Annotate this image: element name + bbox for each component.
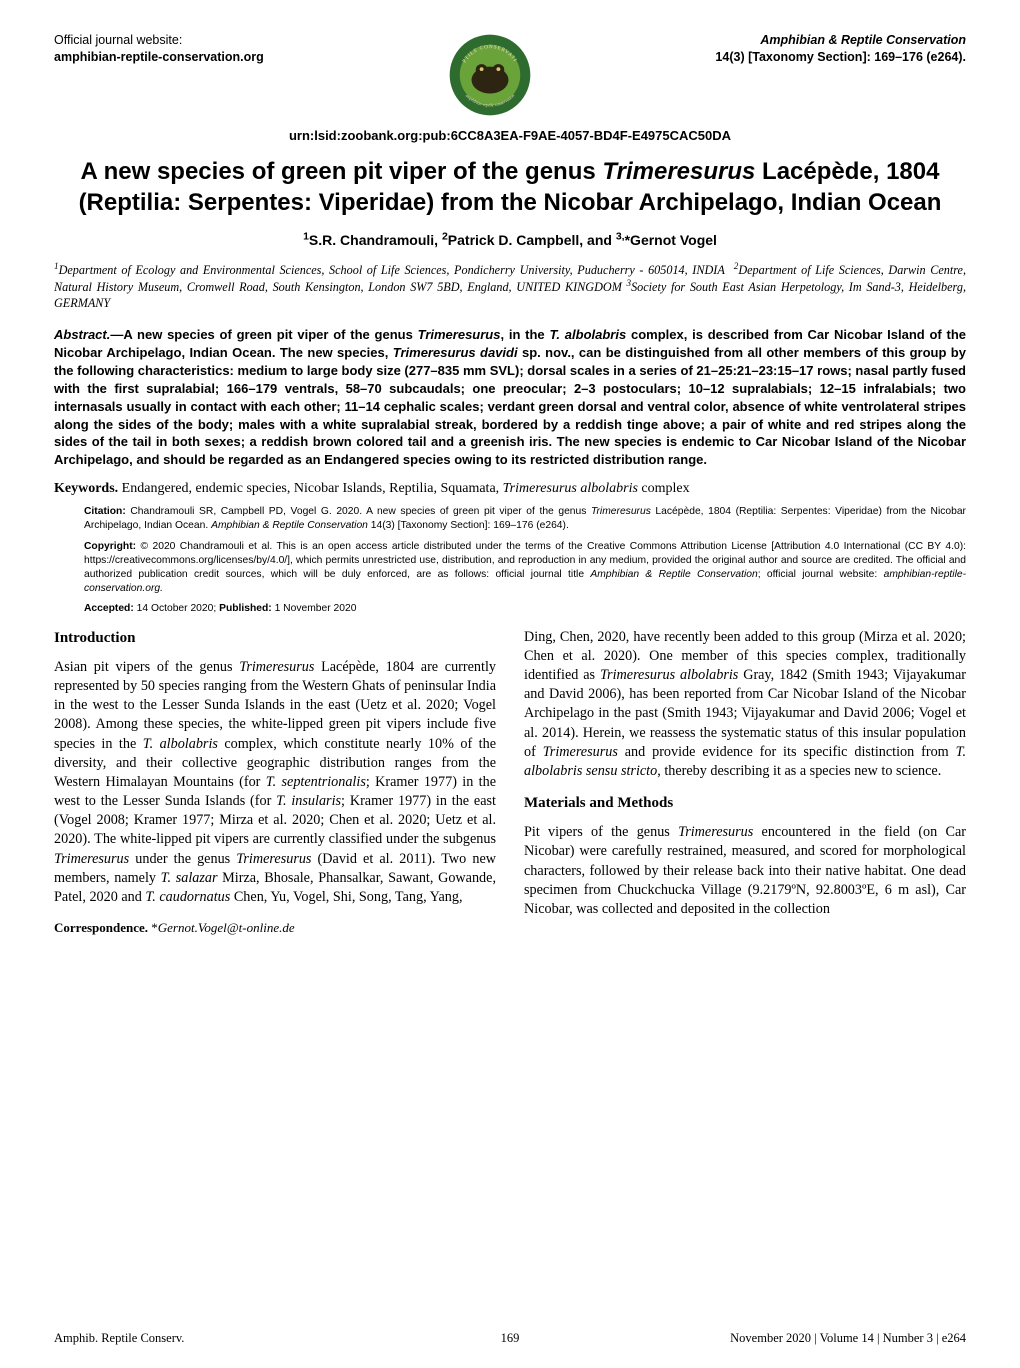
- copyright-box: Copyright: © 2020 Chandramouli et al. Th…: [84, 540, 966, 596]
- correspondence-line: Correspondence. *Gernot.Vogel@t-online.d…: [54, 919, 496, 937]
- abstract-label: Abstract.—: [54, 327, 123, 342]
- right-column: Ding, Chen, 2020, have recently been add…: [524, 628, 966, 937]
- dates-line: Accepted: 14 October 2020; Published: 1 …: [84, 603, 966, 614]
- abstract-body: A new species of green pit viper of the …: [54, 327, 966, 468]
- published-text: 1 November 2020: [272, 603, 357, 614]
- urn-line: urn:lsid:zoobank.org:pub:6CC8A3EA-F9AE-4…: [54, 128, 966, 143]
- header-left-line2: amphibian-reptile-conservation.org: [54, 49, 264, 66]
- page-footer: Amphib. Reptile Conserv. 169 November 20…: [54, 1331, 966, 1346]
- correspondence-label: Correspondence.: [54, 920, 148, 935]
- keywords-text: Endangered, endemic species, Nicobar Isl…: [118, 481, 689, 496]
- published-label: Published:: [219, 603, 272, 614]
- header-left: Official journal website: amphibian-rept…: [54, 32, 264, 66]
- copyright-text: © 2020 Chandramouli et al. This is an op…: [84, 541, 966, 594]
- keywords-label: Keywords.: [54, 481, 118, 496]
- header-left-line1: Official journal website:: [54, 32, 264, 49]
- article-title: A new species of green pit viper of the …: [54, 157, 966, 218]
- journal-logo: REPTILE CONSERVATION amphibian-reptile c…: [440, 32, 540, 118]
- left-column: Introduction Asian pit vipers of the gen…: [54, 628, 496, 937]
- frog-logo-icon: REPTILE CONSERVATION amphibian-reptile c…: [448, 33, 532, 117]
- accepted-label: Accepted:: [84, 603, 134, 614]
- authors-line: 1S.R. Chandramouli, 2Patrick D. Campbell…: [54, 232, 966, 248]
- footer-page-number: 169: [501, 1331, 520, 1346]
- page-header: Official journal website: amphibian-rept…: [54, 32, 966, 118]
- affiliations: 1Department of Ecology and Environmental…: [54, 262, 966, 311]
- copyright-label: Copyright:: [84, 541, 136, 552]
- correspondence-text: *Gernot.Vogel@t-online.de: [148, 920, 295, 935]
- keywords-line: Keywords. Endangered, endemic species, N…: [54, 481, 966, 497]
- citation-label: Citation:: [84, 506, 126, 517]
- methods-heading: Materials and Methods: [524, 793, 966, 813]
- footer-left: Amphib. Reptile Conserv.: [54, 1331, 184, 1346]
- footer-right: November 2020 | Volume 14 | Number 3 | e…: [730, 1331, 966, 1346]
- citation-box: Citation: Chandramouli SR, Campbell PD, …: [84, 505, 966, 533]
- header-right-line2: 14(3) [Taxonomy Section]: 169–176 (e264)…: [715, 49, 966, 66]
- body-columns: Introduction Asian pit vipers of the gen…: [54, 628, 966, 937]
- abstract-block: Abstract.—A new species of green pit vip…: [54, 326, 966, 470]
- citation-text: Chandramouli SR, Campbell PD, Vogel G. 2…: [84, 506, 966, 531]
- methods-paragraph: Pit vipers of the genus Trimeresurus enc…: [524, 823, 966, 919]
- introduction-heading: Introduction: [54, 628, 496, 648]
- intro-paragraph-right: Ding, Chen, 2020, have recently been add…: [524, 628, 966, 781]
- accepted-text: 14 October 2020;: [134, 603, 219, 614]
- header-right-line1: Amphibian & Reptile Conservation: [715, 32, 966, 49]
- intro-paragraph-left: Asian pit vipers of the genus Trimeresur…: [54, 658, 496, 907]
- header-right: Amphibian & Reptile Conservation 14(3) […: [715, 32, 966, 66]
